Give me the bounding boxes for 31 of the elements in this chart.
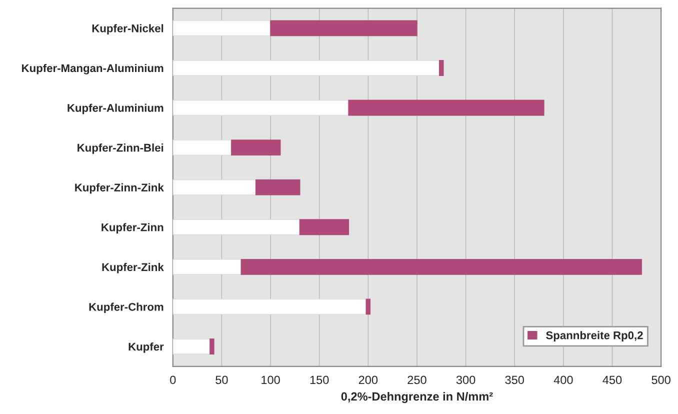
legend-label: Spannbreite Rp0,2 xyxy=(546,331,643,342)
bar xyxy=(231,140,281,156)
bar xyxy=(348,100,544,116)
x-axis-title: 0,2%-Dehngrenze in N/mm² xyxy=(341,392,493,404)
x-tick-label: 300 xyxy=(456,376,476,384)
y-tick-label: Kupfer-Zinn-Zink xyxy=(75,183,164,194)
x-tick-label: 350 xyxy=(505,376,524,384)
y-tick-label: Kupfer-Zinn-Blei xyxy=(78,144,164,154)
y-tick-label: Kupfer xyxy=(128,342,164,353)
x-tick-label: 500 xyxy=(652,376,670,384)
bar xyxy=(439,60,444,76)
bar xyxy=(240,258,642,275)
bar xyxy=(299,219,350,236)
y-tick-label: Kupfer-Mangan-Aluminium xyxy=(22,64,164,74)
x-tick-label: 450 xyxy=(602,376,622,384)
x-tick-label: 400 xyxy=(554,376,573,384)
bar xyxy=(210,338,214,354)
x-tick-label: 100 xyxy=(262,376,280,384)
y-tick-label: Kupfer-Zinn xyxy=(102,223,164,234)
x-tick-label: 150 xyxy=(310,376,329,384)
x-tick-label: 50 xyxy=(216,376,228,384)
y-tick-label: Kupfer-Zink xyxy=(102,262,164,274)
x-tick-label: 200 xyxy=(358,376,378,384)
x-tick-label: 0 xyxy=(170,376,176,384)
bar xyxy=(366,298,371,315)
y-tick-label: Kupfer-Aluminium xyxy=(68,104,164,114)
y-tick-label: Kupfer-Nickel xyxy=(92,24,164,35)
bar xyxy=(270,20,418,36)
bar xyxy=(255,179,300,196)
x-tick-label: 250 xyxy=(408,376,426,384)
y-tick-label: Kupfer-Chrom xyxy=(89,302,164,314)
